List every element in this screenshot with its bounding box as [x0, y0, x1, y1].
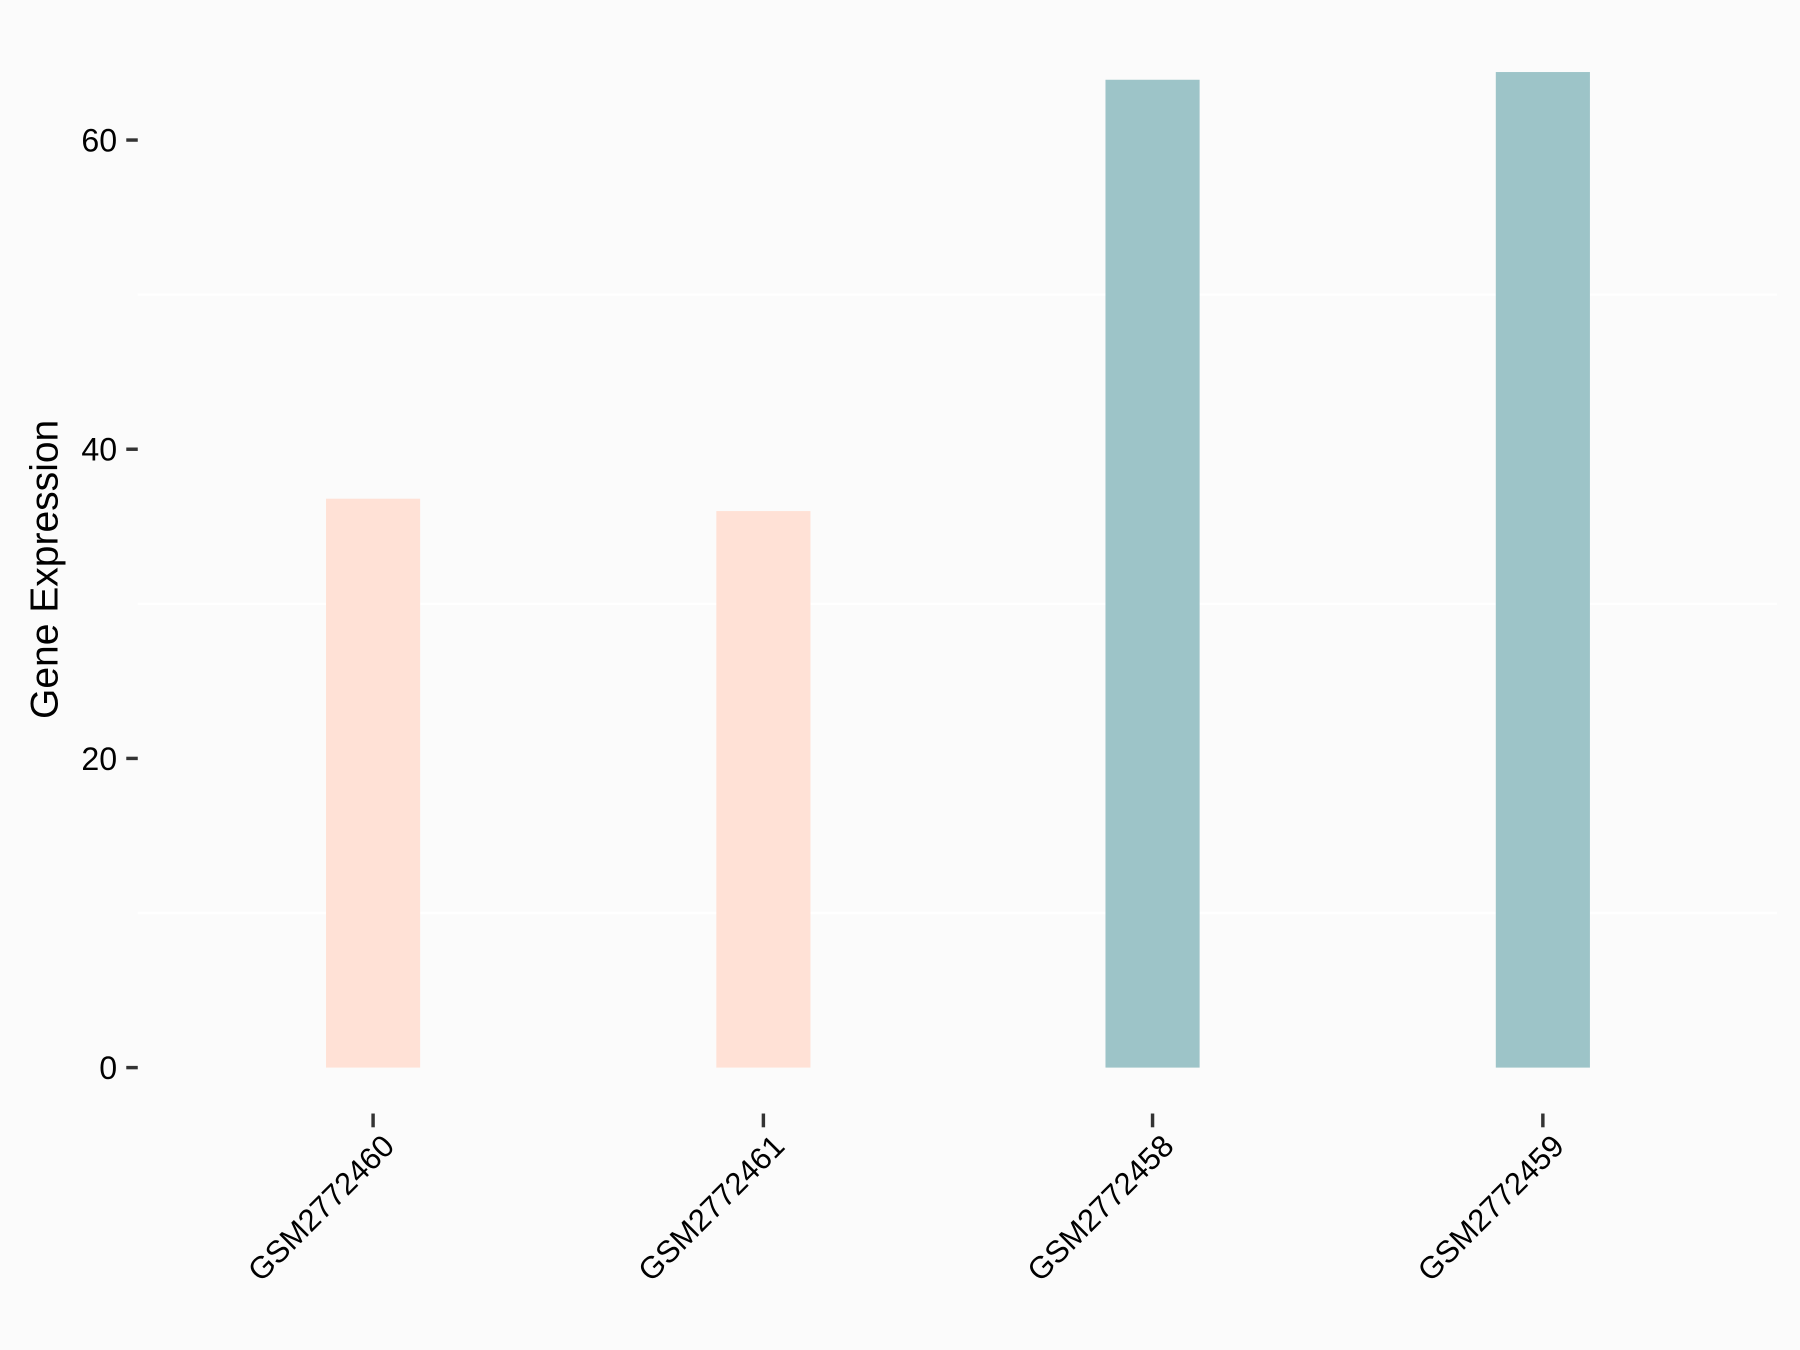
y-axis-label: Gene Expression: [23, 420, 66, 719]
y-tick-label: 40: [81, 432, 117, 468]
bar-GSM2772461: [716, 511, 811, 1068]
y-tick-label: 0: [99, 1050, 117, 1086]
bar-GSM2772459: [1495, 72, 1590, 1068]
bar-GSM2772458: [1105, 79, 1200, 1068]
y-tick-label: 60: [81, 123, 117, 159]
y-tick-label: 20: [81, 741, 117, 777]
bar-GSM2772460: [326, 498, 421, 1068]
